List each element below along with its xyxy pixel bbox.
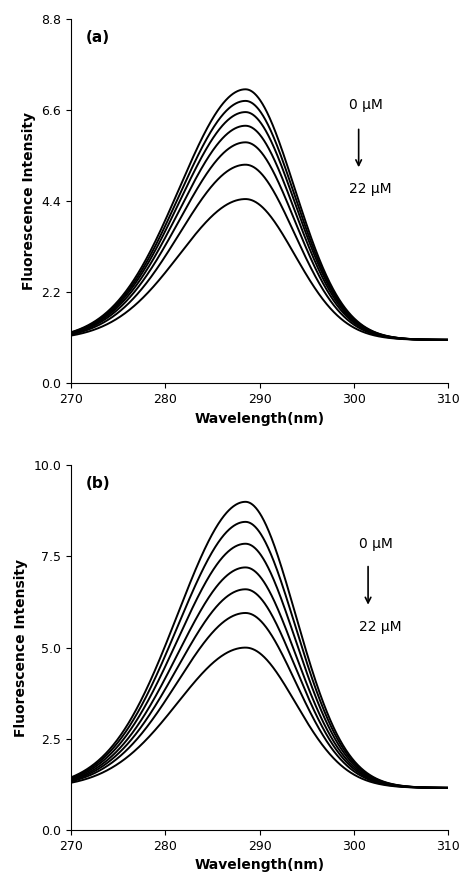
Y-axis label: Fluorescence Intensity: Fluorescence Intensity — [22, 113, 36, 290]
X-axis label: Wavelength(nm): Wavelength(nm) — [194, 859, 325, 872]
X-axis label: Wavelength(nm): Wavelength(nm) — [194, 412, 325, 425]
Text: 22 μM: 22 μM — [359, 620, 401, 634]
Text: (a): (a) — [86, 30, 110, 45]
Text: 22 μM: 22 μM — [349, 183, 392, 197]
Text: (b): (b) — [86, 477, 111, 492]
Text: 0 μM: 0 μM — [359, 537, 392, 551]
Y-axis label: Fluorescence Intensity: Fluorescence Intensity — [14, 558, 28, 736]
Text: 0 μM: 0 μM — [349, 98, 383, 112]
